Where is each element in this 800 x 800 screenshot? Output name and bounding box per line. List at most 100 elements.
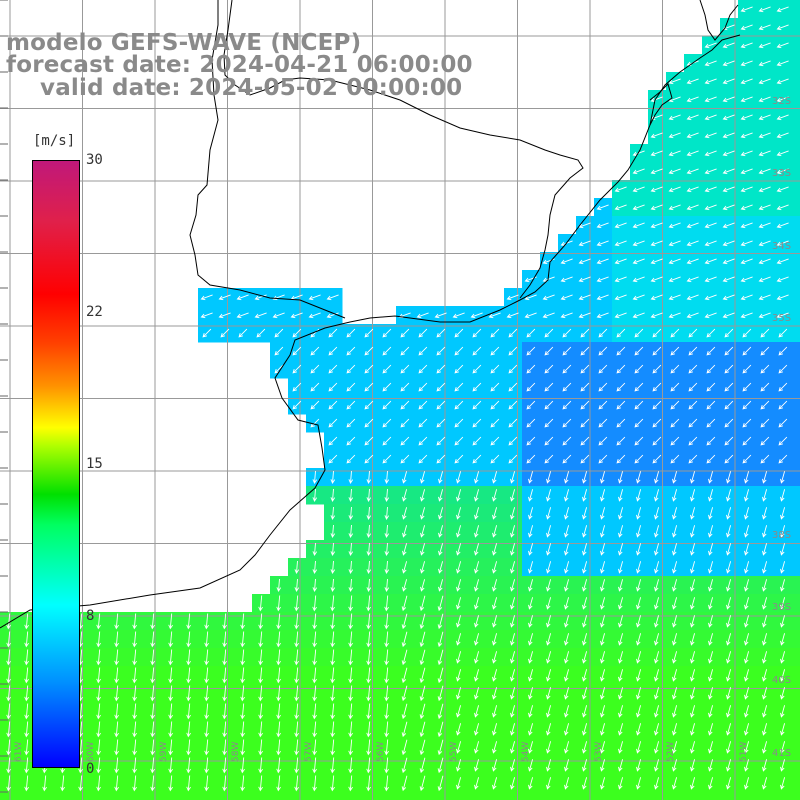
wind-arrow (780, 597, 786, 610)
wind-arrow (546, 759, 552, 772)
wind-arrow (474, 543, 480, 556)
wind-arrow (740, 168, 753, 175)
wind-arrow (636, 543, 642, 556)
wind-arrow (348, 667, 353, 684)
wind-arrow (778, 382, 788, 392)
wind-cell (36, 792, 55, 800)
wind-cell (108, 792, 127, 800)
wind-arrow (348, 703, 353, 720)
wind-arrow (600, 687, 606, 700)
wind-arrow (618, 579, 624, 592)
wind-arrow (564, 669, 570, 682)
wind-arrow (596, 222, 609, 229)
wind-arrow (312, 739, 317, 756)
wind-arrow (562, 328, 572, 338)
wind-arrow (114, 703, 119, 720)
wind-arrow (456, 543, 462, 556)
wind-arrow (454, 454, 464, 464)
wind-arrow (762, 759, 768, 772)
wind-arrow (758, 204, 771, 211)
wind-cell (576, 792, 595, 800)
wind-arrow (382, 454, 392, 464)
wind-cell (792, 774, 800, 793)
wind-arrow (686, 96, 699, 103)
wind-arrow (312, 542, 318, 556)
wind-arrow (598, 382, 608, 392)
wind-arrow (780, 507, 786, 520)
wind-arrow (760, 328, 770, 338)
wind-arrow (600, 669, 606, 682)
wind-arrow (312, 685, 317, 702)
wind-arrow (238, 328, 248, 338)
wind-arrow (724, 364, 734, 374)
wind-arrow (704, 60, 717, 67)
wind-cell (792, 576, 800, 595)
wind-arrow (528, 669, 534, 682)
wind-arrow (708, 777, 714, 790)
wind-arrow (330, 667, 335, 684)
wind-arrow (204, 667, 209, 684)
wind-arrow (600, 705, 606, 718)
wind-arrow (474, 579, 480, 592)
wind-arrow (204, 631, 209, 648)
wind-arrow (528, 507, 534, 520)
wind-arrow (528, 759, 534, 772)
wind-arrow (222, 703, 227, 720)
wind-arrow (419, 595, 426, 612)
wind-arrow (600, 741, 606, 754)
wind-arrow (546, 597, 552, 610)
wind-arrow (437, 649, 444, 666)
wind-arrow (672, 561, 678, 574)
wind-arrow (564, 759, 570, 772)
wind-arrow (418, 400, 428, 410)
wind-arrow (366, 685, 371, 702)
wind-arrow (614, 186, 627, 193)
wind-arrow (582, 507, 588, 520)
wind-arrow (346, 346, 356, 356)
wind-arrow (326, 312, 339, 319)
wind-arrow (562, 364, 572, 374)
wind-arrow (668, 276, 681, 283)
wind-arrow (758, 24, 771, 31)
wind-cell (666, 792, 685, 800)
wind-arrow (150, 649, 155, 666)
wind-cell (792, 306, 800, 325)
wind-arrow (330, 703, 335, 720)
wind-arrow (650, 258, 663, 265)
wind-arrow (258, 757, 263, 774)
wind-cell (792, 792, 800, 800)
wind-arrow (186, 631, 191, 648)
wind-arrow (402, 471, 408, 484)
wind-arrow (6, 775, 11, 792)
wind-arrow (744, 759, 750, 772)
wind-arrow (490, 400, 500, 410)
wind-arrow (472, 418, 482, 428)
wind-arrow (740, 312, 753, 319)
wind-arrow (636, 723, 642, 736)
wind-arrow (132, 613, 137, 630)
wind-arrow (654, 705, 660, 718)
lat-label: 38S (772, 530, 792, 541)
wind-arrow (258, 667, 263, 684)
colorbar-tick-15: 15 (86, 456, 103, 472)
wind-arrow (690, 759, 696, 772)
wind-arrow (708, 525, 714, 538)
wind-arrow (490, 328, 500, 338)
wind-arrow (758, 42, 771, 49)
wind-arrow (618, 741, 624, 754)
wind-arrow (632, 186, 645, 193)
wind-cell (234, 792, 253, 800)
wind-arrow (744, 561, 750, 574)
wind-arrow (346, 382, 356, 392)
wind-arrow (384, 595, 389, 612)
wind-arrow (204, 649, 209, 666)
wind-arrow (456, 723, 462, 736)
wind-arrow (582, 633, 588, 646)
wind-arrow (562, 454, 572, 464)
wind-arrow (330, 649, 335, 666)
wind-arrow (402, 525, 408, 538)
wind-arrow (292, 400, 302, 410)
wind-arrow (348, 578, 354, 592)
wind-arrow (294, 613, 299, 630)
wind-arrow (348, 470, 354, 484)
